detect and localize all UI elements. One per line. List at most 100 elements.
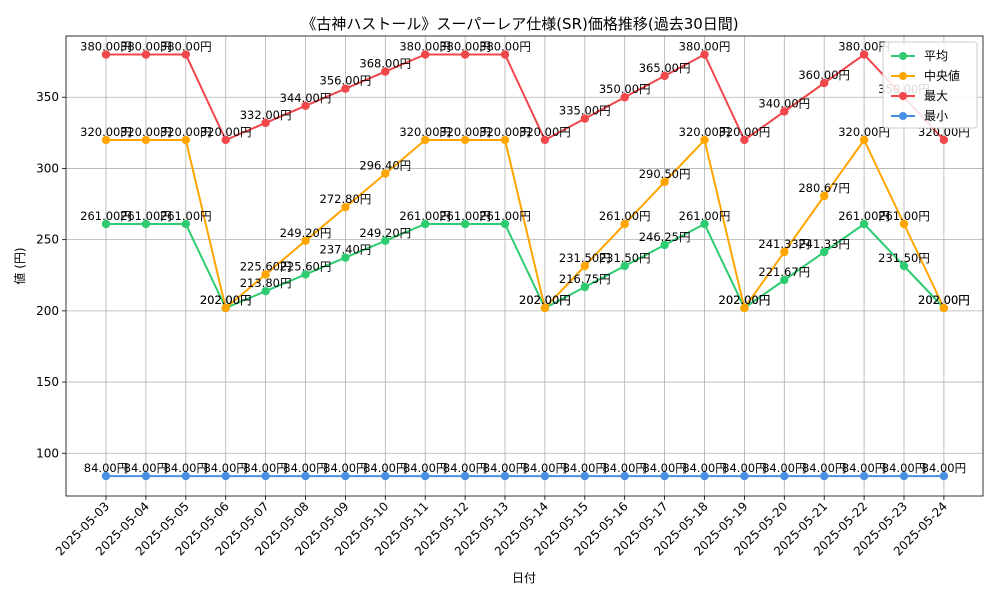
data-point (540, 135, 550, 145)
data-point (580, 471, 589, 481)
data-point (899, 261, 909, 271)
data-label: 84.00円 (602, 461, 646, 475)
data-point (381, 67, 390, 76)
data-label: 320.00円 (838, 125, 890, 139)
data-label: 380.00円 (80, 40, 132, 54)
data-label: 335.00円 (559, 104, 611, 118)
legend-entry-label: 最小 (924, 109, 948, 123)
data-label: 84.00円 (243, 461, 287, 475)
y-tick-label: 350 (36, 90, 59, 104)
data-point (460, 135, 470, 145)
data-point (141, 471, 151, 481)
data-point (859, 135, 869, 145)
data-label: 84.00円 (203, 461, 247, 475)
data-point (820, 191, 829, 201)
data-point (580, 282, 589, 292)
data-point (181, 471, 190, 481)
data-point (500, 135, 510, 145)
data-label: 332.00円 (240, 108, 292, 122)
data-point (859, 219, 869, 229)
series-line (106, 222, 945, 310)
data-label: 320.00円 (439, 125, 491, 139)
data-label: 261.00円 (599, 209, 651, 223)
data-point (261, 471, 270, 481)
data-label: 84.00円 (124, 461, 168, 475)
data-label: 225.60円 (240, 259, 292, 273)
data-label: 344.00円 (280, 91, 332, 105)
data-label: 202.00円 (519, 293, 571, 307)
data-point (540, 303, 550, 313)
data-point (341, 84, 350, 93)
data-label: 84.00円 (922, 461, 966, 475)
data-point (620, 219, 629, 229)
x-axis-ticks: 2025-05-032025-05-042025-05-052025-05-06… (53, 496, 950, 558)
data-point (820, 78, 829, 88)
data-point (740, 471, 749, 481)
x-axis-label: 日付 (512, 571, 536, 585)
data-point (460, 219, 470, 229)
data-label: 84.00円 (363, 461, 407, 475)
data-label: 356.00円 (320, 74, 372, 88)
data-point (780, 247, 789, 257)
data-point (620, 93, 629, 102)
data-label: 380.00円 (479, 40, 531, 54)
data-point (620, 471, 629, 481)
data-label: 202.00円 (918, 293, 970, 307)
data-point (740, 135, 749, 145)
data-point (820, 471, 829, 481)
data-label: 241.33円 (758, 237, 810, 251)
data-point (859, 50, 869, 59)
data-point (261, 118, 270, 128)
data-label: 241.33円 (798, 237, 850, 251)
data-point (939, 471, 949, 481)
data-point (421, 50, 430, 59)
data-label: 84.00円 (483, 461, 527, 475)
data-point (780, 107, 789, 116)
data-point (221, 135, 230, 145)
data-point (899, 219, 909, 229)
data-label: 84.00円 (323, 461, 367, 475)
data-point (620, 261, 629, 271)
data-label: 84.00円 (164, 461, 208, 475)
data-label: 202.00円 (200, 293, 252, 307)
y-axis-ticks: 100 150 200 250 300 350 (36, 90, 66, 460)
data-point (780, 275, 789, 285)
data-label: 296.40円 (359, 159, 411, 173)
data-point (580, 114, 589, 123)
y-tick-label: 200 (36, 304, 59, 318)
data-label: 249.20円 (359, 226, 411, 240)
data-point (101, 471, 111, 481)
data-point (301, 471, 310, 481)
data-label: 84.00円 (882, 461, 926, 475)
data-label: 249.20円 (280, 226, 332, 240)
data-label: 320.00円 (200, 125, 252, 139)
data-label: 246.25円 (639, 230, 691, 244)
data-label: 320.00円 (479, 125, 531, 139)
legend-entry-label: 最大 (924, 89, 948, 103)
data-label: 380.00円 (399, 40, 451, 54)
y-tick-label: 150 (36, 375, 59, 389)
legend-entry-label: 中央値 (924, 68, 960, 83)
data-point (899, 471, 909, 481)
data-label: 261.00円 (80, 209, 132, 223)
data-point (141, 219, 151, 229)
data-point (700, 135, 709, 145)
data-label: 368.00円 (359, 57, 411, 71)
data-label: 320.00円 (679, 125, 731, 139)
data-point (101, 50, 111, 59)
data-label: 225.60円 (280, 259, 332, 273)
data-point (221, 303, 230, 313)
data-label: 365.00円 (639, 61, 691, 75)
data-point (460, 471, 470, 481)
data-point (181, 135, 190, 145)
data-label: 84.00円 (762, 461, 806, 475)
data-point (660, 471, 669, 481)
data-point (301, 270, 310, 279)
data-point (381, 169, 390, 178)
data-point (301, 101, 310, 110)
data-label: 202.00円 (719, 293, 771, 307)
legend-swatch-marker (899, 112, 907, 120)
data-point (101, 135, 111, 145)
legend-swatch-marker (899, 52, 907, 60)
